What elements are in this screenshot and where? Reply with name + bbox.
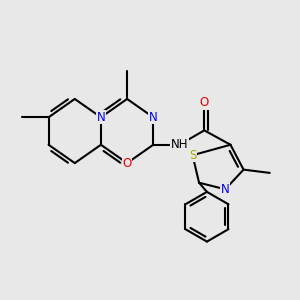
Text: O: O	[200, 96, 209, 110]
Text: N: N	[221, 183, 230, 196]
Text: N: N	[149, 111, 158, 124]
Text: NH: NH	[171, 138, 188, 151]
Text: S: S	[189, 149, 196, 162]
Text: O: O	[122, 157, 132, 169]
Text: N: N	[97, 111, 105, 124]
